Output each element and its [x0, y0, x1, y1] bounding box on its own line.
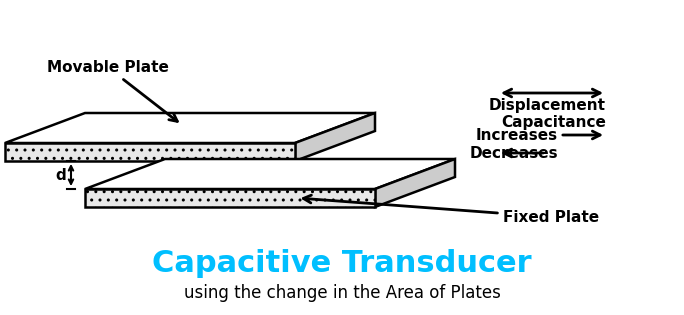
- Text: d: d: [55, 168, 66, 182]
- Text: using the change in the Area of Plates: using the change in the Area of Plates: [183, 284, 501, 302]
- Text: Capacitance: Capacitance: [501, 115, 606, 130]
- Polygon shape: [85, 159, 455, 189]
- Polygon shape: [295, 113, 375, 161]
- Polygon shape: [375, 159, 455, 207]
- Text: Displacement: Displacement: [489, 98, 606, 113]
- Text: Fixed Plate: Fixed Plate: [304, 195, 599, 225]
- Text: Movable Plate: Movable Plate: [47, 60, 177, 121]
- Polygon shape: [5, 113, 375, 143]
- Text: Increases: Increases: [476, 128, 558, 142]
- Text: Capacitive Transducer: Capacitive Transducer: [152, 249, 532, 278]
- Polygon shape: [85, 189, 375, 207]
- Polygon shape: [5, 143, 295, 161]
- Text: Decreases: Decreases: [469, 146, 558, 161]
